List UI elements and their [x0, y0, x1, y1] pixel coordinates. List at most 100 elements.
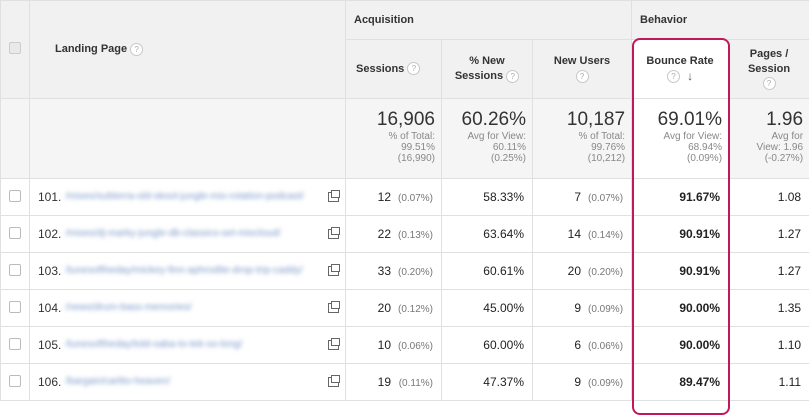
bounce-rate-header-label: Bounce Rate	[646, 54, 714, 67]
landing-page-header[interactable]: Landing Page ?	[29, 0, 346, 99]
landing-page-link[interactable]: /tunesoftheday/mickey-finn-aphrodite-dro…	[65, 265, 303, 276]
row-checkbox-cell	[0, 178, 30, 216]
new-sessions-header[interactable]: % New Sessions ?	[441, 39, 533, 99]
help-icon[interactable]: ?	[506, 69, 520, 83]
help-icon[interactable]: ?	[762, 77, 776, 91]
pages-session-header[interactable]: Pages / Session ?	[728, 39, 809, 99]
landing-page-link[interactable]: /news/drum-bass-memories/	[65, 302, 192, 313]
totals-pages-session: 1.96 Avg for View: 1.96 (-0.27%)	[728, 98, 809, 179]
sessions-value: 10	[377, 338, 391, 352]
total-value: 60.26%	[461, 109, 526, 130]
new-users-value: 6	[574, 338, 582, 352]
pages-session-cell: 1.27	[728, 215, 809, 253]
sessions-percent: (0.11%)	[398, 378, 433, 389]
row-checkbox-cell	[0, 252, 30, 290]
new-users-cell: 9 (0.09%)	[531, 289, 633, 327]
landing-page-cell: /bargain/carlito-heaven/	[65, 363, 346, 401]
pages-session-cell: 1.10	[728, 326, 809, 364]
landing-page-report-table: Landing Page ? Acquisition Behavior Sess…	[0, 0, 809, 401]
sessions-value: 22	[377, 227, 391, 241]
new-users-value: 7	[574, 190, 582, 204]
sessions-cell: 33 (0.20%)	[345, 252, 442, 290]
total-sub-line: (16,990)	[397, 153, 435, 164]
landing-page-header-label: Landing Page	[55, 43, 128, 55]
total-sub-line: Avg for	[771, 131, 804, 142]
pages-session-header-line1: Pages /	[749, 47, 789, 60]
new-users-cell: 20 (0.20%)	[531, 252, 633, 290]
new-users-cell: 7 (0.07%)	[531, 178, 633, 216]
help-icon[interactable]: ?	[130, 42, 144, 56]
sessions-cell: 22 (0.13%)	[345, 215, 442, 253]
row-checkbox[interactable]	[9, 337, 21, 350]
total-sub-line: (-0.27%)	[764, 153, 804, 164]
landing-page-cell: /mixes/dj-marky-jungle-db-classics-set-m…	[65, 215, 346, 253]
bounce-rate-cell: 90.00%	[631, 326, 730, 364]
new-users-header-label: New Users	[553, 55, 611, 67]
help-icon[interactable]: ?	[575, 69, 589, 83]
help-icon[interactable]: ?	[667, 70, 680, 84]
total-sub-line: View: 1.96	[756, 142, 804, 153]
new-users-percent: (0.20%)	[588, 267, 624, 278]
landing-page-link[interactable]: /mixes/subterra-old-skool-jungle-mix-rot…	[65, 191, 304, 202]
row-checkbox-cell	[0, 289, 30, 327]
open-in-new-window-icon[interactable]	[328, 227, 340, 239]
sessions-header[interactable]: Sessions ?	[345, 39, 442, 99]
new-sessions-cell: 58.33%	[441, 178, 533, 216]
open-in-new-window-icon[interactable]	[328, 301, 340, 313]
totals-empty-cell	[29, 98, 346, 179]
new-sessions-cell: 45.00%	[441, 289, 533, 327]
row-index: 101.	[29, 178, 66, 216]
sessions-percent: (0.06%)	[397, 341, 433, 352]
new-users-cell: 9 (0.09%)	[531, 363, 633, 401]
total-sub-line: 68.94%	[688, 142, 723, 153]
totals-row: 16,906 % of Total: 99.51% (16,990) 60.26…	[0, 98, 809, 179]
totals-bounce-rate: 69.01% Avg for View: 68.94% (0.09%)	[631, 98, 730, 179]
total-sub-line: Avg for View:	[467, 131, 526, 142]
help-icon[interactable]: ?	[407, 62, 421, 76]
row-index: 105.	[29, 326, 66, 364]
open-in-new-window-icon[interactable]	[328, 264, 340, 276]
bounce-rate-cell: 91.67%	[631, 178, 730, 216]
select-all-cell	[0, 0, 30, 99]
landing-page-cell: /mixes/subterra-old-skool-jungle-mix-rot…	[65, 178, 346, 216]
landing-page-link[interactable]: /mixes/dj-marky-jungle-db-classics-set-m…	[65, 228, 281, 239]
totals-empty-cell	[0, 98, 30, 179]
new-users-percent: (0.07%)	[588, 193, 624, 204]
new-sessions-header-line2: Sessions	[454, 70, 504, 82]
new-users-value: 20	[567, 264, 582, 278]
new-users-value: 9	[574, 301, 582, 315]
bounce-rate-cell: 90.91%	[631, 252, 730, 290]
sessions-percent: (0.07%)	[397, 193, 433, 204]
sessions-cell: 12 (0.07%)	[345, 178, 442, 216]
row-checkbox[interactable]	[9, 189, 21, 202]
row-index: 103.	[29, 252, 66, 290]
sessions-value: 12	[377, 190, 391, 204]
row-index: 104.	[29, 289, 66, 327]
new-users-header[interactable]: New Users ?	[531, 39, 633, 99]
open-in-new-window-icon[interactable]	[328, 375, 340, 387]
open-in-new-window-icon[interactable]	[328, 190, 340, 202]
select-all-checkbox[interactable]	[9, 42, 21, 54]
sort-descending-icon[interactable]: ↓	[687, 68, 694, 83]
pages-session-cell: 1.35	[728, 289, 809, 327]
totals-new-sessions: 60.26% Avg for View: 60.11% (0.25%)	[441, 98, 533, 179]
total-value: 1.96	[766, 109, 804, 130]
row-checkbox[interactable]	[9, 226, 21, 239]
total-sub-line: (0.09%)	[687, 153, 723, 164]
open-in-new-window-icon[interactable]	[328, 338, 340, 350]
new-sessions-cell: 47.37%	[441, 363, 533, 401]
landing-page-link[interactable]: /tunesoftheday/told-saba-to-tek-so-long/	[65, 339, 243, 350]
row-checkbox[interactable]	[9, 300, 21, 313]
new-sessions-cell: 60.00%	[441, 326, 533, 364]
row-checkbox[interactable]	[9, 374, 21, 387]
sessions-percent: (0.20%)	[397, 267, 433, 278]
bounce-rate-cell: 90.91%	[631, 215, 730, 253]
landing-page-link[interactable]: /bargain/carlito-heaven/	[65, 376, 171, 387]
bounce-rate-cell: 90.00%	[631, 289, 730, 327]
bounce-rate-header[interactable]: Bounce Rate ? ↓	[631, 39, 730, 99]
total-value: 69.01%	[657, 109, 723, 130]
new-users-cell: 14 (0.14%)	[531, 215, 633, 253]
total-value: 16,906	[376, 109, 435, 130]
row-checkbox[interactable]	[9, 263, 21, 276]
sessions-value: 33	[377, 264, 391, 278]
